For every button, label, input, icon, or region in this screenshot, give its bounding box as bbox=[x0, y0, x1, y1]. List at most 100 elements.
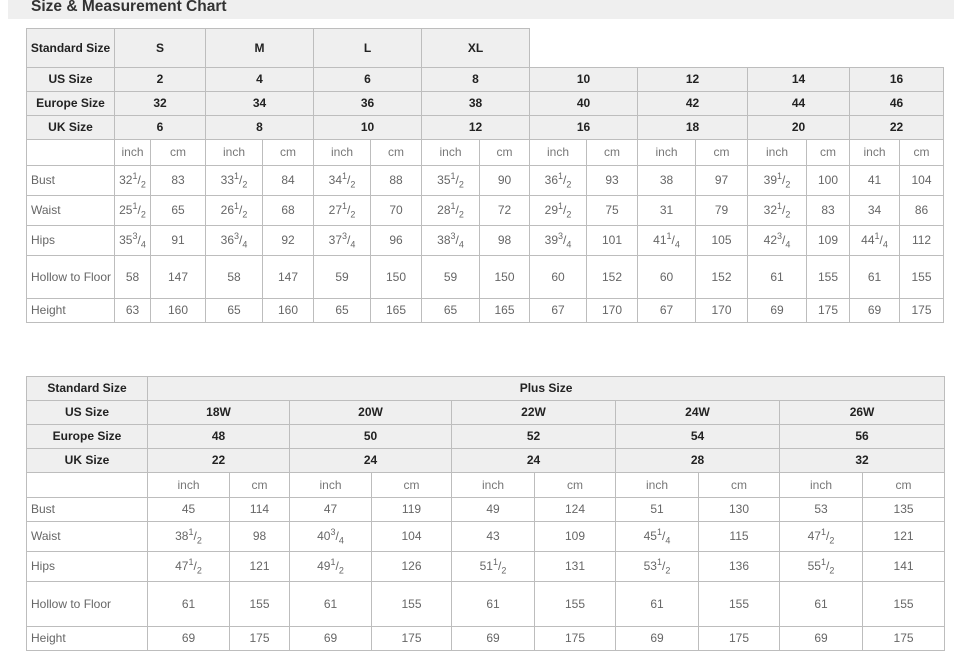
fraction-numerator: 3 bbox=[777, 231, 783, 241]
measure-value: 155 bbox=[899, 255, 945, 299]
size-value: 38 bbox=[421, 91, 531, 116]
unit-cm: cm bbox=[534, 472, 616, 498]
measure-value: 61 bbox=[451, 581, 535, 627]
value-whole: 33 bbox=[220, 173, 234, 187]
fraction-numerator: 1 bbox=[188, 527, 194, 537]
measure-value: 65 bbox=[313, 298, 372, 323]
size-value: 50 bbox=[289, 424, 452, 449]
page-title: Size & Measurement Chart bbox=[31, 0, 227, 15]
measure-value: 331/2 bbox=[205, 165, 264, 196]
fraction-numerator: 1 bbox=[656, 527, 662, 537]
units-row: inch cm inch cm inch cm inch cm inch cm inch cm inch… bbox=[26, 139, 945, 166]
size-value: 4 bbox=[205, 67, 315, 92]
fraction-denominator: 2 bbox=[566, 209, 572, 220]
measure-value: 155 bbox=[698, 581, 780, 627]
unit-inch: inch bbox=[747, 139, 808, 166]
size-value: 10 bbox=[313, 115, 423, 140]
measure-value: 363/4 bbox=[205, 225, 264, 256]
measure-value: 61 bbox=[779, 581, 863, 627]
measure-value: 155 bbox=[806, 255, 851, 299]
unit-inch: inch bbox=[779, 472, 863, 498]
size-row: US Size 18W 20W 22W 24W 26W bbox=[26, 400, 946, 425]
size-group-s: S bbox=[113, 28, 207, 68]
size-value: 8 bbox=[205, 115, 315, 140]
header-label: Standard Size bbox=[26, 28, 115, 68]
measure-row: Height 69 175 69 175 69 175 69 175 69 175 bbox=[26, 626, 946, 651]
measure-value: 115 bbox=[698, 521, 780, 552]
size-value: 24 bbox=[451, 448, 616, 473]
fraction-denominator: 2 bbox=[785, 209, 791, 220]
measure-value: 38 bbox=[637, 165, 697, 196]
measure-value: 100 bbox=[806, 165, 851, 196]
measure-value: 170 bbox=[586, 298, 639, 323]
fraction-numerator: 1 bbox=[188, 557, 194, 567]
measure-label: Hips bbox=[26, 225, 115, 256]
row-label: US Size bbox=[26, 400, 148, 425]
fraction-numerator: 1 bbox=[820, 527, 826, 537]
fraction-numerator: 1 bbox=[874, 231, 880, 241]
fraction-denominator: 2 bbox=[829, 565, 835, 576]
unit-cm: cm bbox=[370, 139, 423, 166]
size-value: 56 bbox=[778, 424, 946, 449]
unit-cm: cm bbox=[586, 139, 639, 166]
measure-value: 471/2 bbox=[147, 551, 230, 582]
fraction-denominator: 2 bbox=[338, 565, 344, 576]
value-whole: 35 bbox=[119, 233, 133, 247]
unit-inch: inch bbox=[529, 139, 588, 166]
measure-value: 69 bbox=[451, 626, 535, 651]
size-value: 40 bbox=[529, 91, 639, 116]
value-whole: 36 bbox=[544, 173, 558, 187]
size-value: 46 bbox=[849, 91, 945, 116]
fraction-denominator: 4 bbox=[458, 239, 464, 250]
unit-cm: cm bbox=[806, 139, 851, 166]
fraction-denominator: 2 bbox=[350, 209, 356, 220]
measure-value: 165 bbox=[479, 298, 531, 323]
measure-value: 155 bbox=[861, 581, 946, 627]
measure-value: 381/2 bbox=[147, 521, 230, 552]
value-whole: 37 bbox=[328, 233, 342, 247]
value-whole: 51 bbox=[479, 559, 493, 573]
size-value: 2 bbox=[113, 67, 207, 92]
measure-value: 152 bbox=[695, 255, 749, 299]
value-whole: 49 bbox=[317, 559, 331, 573]
measure-value: 34 bbox=[849, 195, 901, 226]
measure-value: 119 bbox=[371, 497, 452, 522]
units-row: inch cm inch cm inch cm inch cm inch cm bbox=[26, 472, 946, 498]
size-value: 12 bbox=[421, 115, 531, 140]
measure-value: 47 bbox=[289, 497, 372, 522]
size-value: 14 bbox=[747, 67, 851, 92]
size-group-row: Standard Size S M L XL bbox=[26, 28, 944, 68]
measure-value: 61 bbox=[747, 255, 808, 299]
size-row: UK Size 22 24 24 28 32 bbox=[26, 448, 946, 473]
size-row: Europe Size 48 50 52 54 56 bbox=[26, 424, 946, 449]
measure-label: Hips bbox=[26, 551, 148, 582]
measure-label: Hollow to Floor bbox=[26, 255, 115, 299]
fraction-numerator: 1 bbox=[777, 171, 783, 181]
fraction-numerator: 1 bbox=[450, 201, 456, 211]
size-value: 54 bbox=[615, 424, 780, 449]
measure-value: 135 bbox=[861, 497, 946, 522]
fraction-numerator: 3 bbox=[132, 231, 138, 241]
measure-value: 65 bbox=[205, 298, 264, 323]
unit-cm: cm bbox=[698, 472, 780, 498]
size-group-xl: XL bbox=[421, 28, 531, 68]
unit-cm: cm bbox=[861, 472, 946, 498]
measure-value: 121 bbox=[229, 551, 290, 582]
size-group-row: Standard Size Plus Size bbox=[26, 376, 946, 401]
measure-value: 147 bbox=[149, 255, 207, 299]
fraction-numerator: 3 bbox=[450, 231, 456, 241]
measure-value: 175 bbox=[806, 298, 851, 323]
size-value: 24 bbox=[289, 448, 452, 473]
measure-label: Waist bbox=[26, 521, 148, 552]
value-whole: 38 bbox=[437, 233, 451, 247]
fraction-denominator: 2 bbox=[242, 209, 248, 220]
measure-value: 160 bbox=[262, 298, 315, 323]
unit-inch: inch bbox=[313, 139, 372, 166]
measure-label: Waist bbox=[26, 195, 115, 226]
fraction-numerator: 1 bbox=[558, 201, 564, 211]
fraction-denominator: 4 bbox=[665, 535, 671, 546]
measure-value: 160 bbox=[149, 298, 207, 323]
fraction-denominator: 4 bbox=[242, 239, 248, 250]
measure-value: 109 bbox=[534, 521, 616, 552]
fraction-denominator: 2 bbox=[196, 535, 202, 546]
